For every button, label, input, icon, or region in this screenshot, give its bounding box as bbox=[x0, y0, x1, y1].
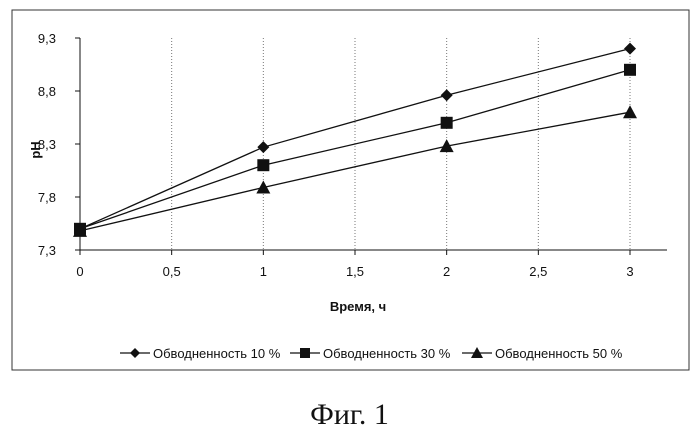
y-tick-label: 9,3 bbox=[38, 31, 56, 46]
y-tick-label: 7,8 bbox=[38, 190, 56, 205]
series-line bbox=[80, 112, 630, 231]
x-axis-title: Время, ч bbox=[330, 299, 386, 314]
legend-label: Обводненность 30 % bbox=[323, 346, 451, 361]
x-tick-label: 3 bbox=[626, 264, 633, 279]
x-tick-label: 0,5 bbox=[163, 264, 181, 279]
legend-item-3: Обводненность 50 % bbox=[462, 346, 623, 361]
tick-layer: 00,511,522,537,37,88,38,89,3 bbox=[38, 31, 634, 279]
square-marker bbox=[257, 159, 269, 171]
legend-item-1: Обводненность 10 % bbox=[120, 346, 281, 361]
x-tick-label: 1,5 bbox=[346, 264, 364, 279]
diamond-marker bbox=[441, 89, 453, 101]
y-axis-title: pH bbox=[28, 141, 43, 158]
figure-caption: Фиг. 1 bbox=[0, 398, 699, 432]
diamond-marker bbox=[130, 348, 140, 358]
series-3 bbox=[73, 105, 637, 237]
diamond-marker bbox=[624, 43, 636, 55]
triangle-marker bbox=[623, 105, 637, 118]
square-marker bbox=[624, 64, 636, 76]
chart-frame bbox=[12, 10, 689, 370]
diamond-marker bbox=[257, 141, 269, 153]
square-marker bbox=[300, 348, 310, 358]
x-tick-label: 2 bbox=[443, 264, 450, 279]
legend-label: Обводненность 10 % bbox=[153, 346, 281, 361]
legend-item-2: Обводненность 30 % bbox=[290, 346, 451, 361]
x-tick-label: 0 bbox=[76, 264, 83, 279]
grid-layer bbox=[172, 38, 630, 250]
y-tick-label: 8,8 bbox=[38, 84, 56, 99]
y-tick-label: 7,3 bbox=[38, 243, 56, 258]
legend-label: Обводненность 50 % bbox=[495, 346, 623, 361]
x-tick-label: 1 bbox=[260, 264, 267, 279]
square-marker bbox=[441, 117, 453, 129]
legend: Обводненность 10 % Обводненность 30 % Обво… bbox=[120, 346, 623, 361]
x-tick-label: 2,5 bbox=[529, 264, 547, 279]
series-line bbox=[80, 49, 630, 229]
